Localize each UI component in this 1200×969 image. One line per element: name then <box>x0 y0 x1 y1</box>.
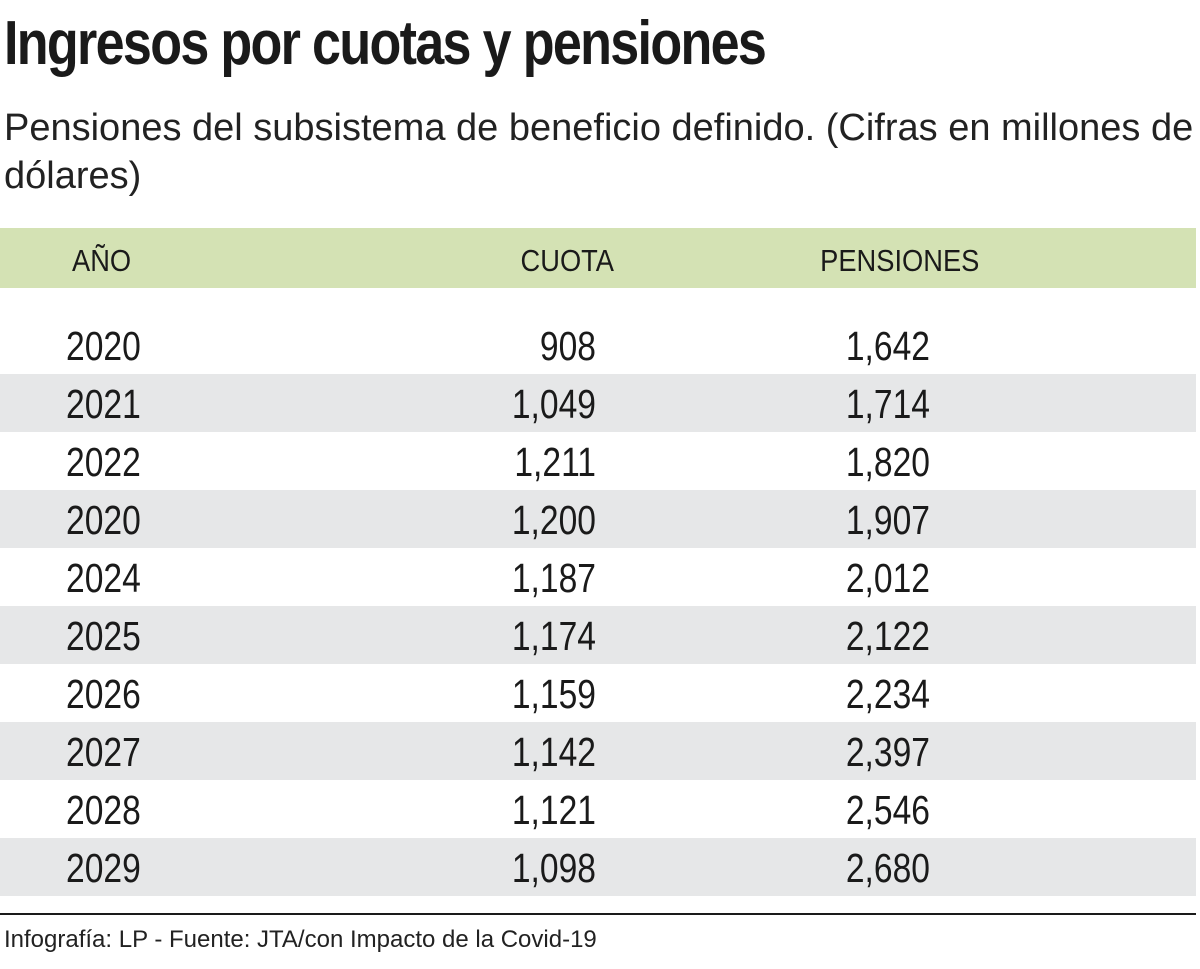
cell-year: 2020 <box>66 323 141 369</box>
cell-year: 2021 <box>66 381 141 427</box>
cell-cuota: 1,200 <box>511 497 596 543</box>
cell-cuota: 1,211 <box>514 439 596 485</box>
table-row: 2022 1,211 1,820 <box>0 432 1196 490</box>
cell-pensiones: 2,234 <box>845 671 930 717</box>
cell-year: 2024 <box>66 555 141 601</box>
cell-cuota: 908 <box>539 323 596 369</box>
table-row: 2027 1,142 2,397 <box>0 722 1196 780</box>
cell-year: 2028 <box>66 787 141 833</box>
table-body: 2020 908 1,642 2021 1,049 1,714 2022 1,211 1,820… <box>0 316 1196 896</box>
chart-subtitle: Pensiones del subsistema de beneficio de… <box>4 107 1194 197</box>
cell-pensiones: 2,122 <box>845 613 930 659</box>
cell-year: 2020 <box>66 497 141 543</box>
cell-cuota: 1,098 <box>511 845 596 891</box>
cell-pensiones: 2,680 <box>845 845 930 891</box>
table-row: 2028 1,121 2,546 <box>0 780 1196 838</box>
chart-title: Ingresos por cuotas y pensiones <box>4 9 767 78</box>
cell-cuota: 1,174 <box>511 613 596 659</box>
table-row: 2021 1,049 1,714 <box>0 374 1196 432</box>
cell-year: 2026 <box>66 671 141 717</box>
cell-year: 2027 <box>66 729 141 775</box>
cell-pensiones: 1,714 <box>845 381 930 427</box>
cell-pensiones: 2,012 <box>845 555 930 601</box>
table-row: 2020 1,200 1,907 <box>0 490 1196 548</box>
column-header-cuota: CUOTA <box>520 243 614 278</box>
cell-cuota: 1,142 <box>511 729 596 775</box>
table-header: AÑO CUOTA PENSIONES <box>0 228 1196 288</box>
table-row: 2024 1,187 2,012 <box>0 548 1196 606</box>
cell-year: 2025 <box>66 613 141 659</box>
table-row: 2026 1,159 2,234 <box>0 664 1196 722</box>
cell-pensiones: 1,907 <box>845 497 930 543</box>
table-row: 2025 1,174 2,122 <box>0 606 1196 664</box>
table-row: 2020 908 1,642 <box>0 316 1196 374</box>
cell-year: 2029 <box>66 845 141 891</box>
cell-cuota: 1,187 <box>511 555 596 601</box>
source-note: Infografía: LP - Fuente: JTA/con Impacto… <box>4 926 597 953</box>
column-header-pensiones: PENSIONES <box>820 243 980 278</box>
cell-cuota: 1,159 <box>511 671 596 717</box>
footer-divider <box>0 913 1196 915</box>
cell-year: 2022 <box>66 439 141 485</box>
cell-pensiones: 2,546 <box>845 787 930 833</box>
column-header-year: AÑO <box>72 243 132 278</box>
cell-cuota: 1,049 <box>511 381 596 427</box>
cell-cuota: 1,121 <box>511 787 596 833</box>
cell-pensiones: 1,820 <box>845 439 930 485</box>
table-row: 2029 1,098 2,680 <box>0 838 1196 896</box>
cell-pensiones: 1,642 <box>845 323 930 369</box>
cell-pensiones: 2,397 <box>845 729 930 775</box>
